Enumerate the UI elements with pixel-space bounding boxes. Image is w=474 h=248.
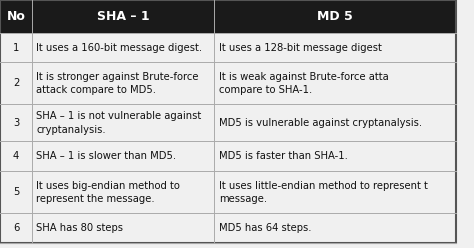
Text: It uses a 128-bit message digest: It uses a 128-bit message digest [219, 43, 382, 53]
Bar [0, 104, 456, 141]
Text: 1: 1 [13, 43, 19, 53]
Bar [0, 0, 456, 33]
Text: MD5 is vulnerable against cryptanalysis.: MD5 is vulnerable against cryptanalysis. [219, 118, 422, 128]
Text: MD5 is faster than SHA-1.: MD5 is faster than SHA-1. [219, 151, 348, 161]
Text: It uses big-endian method to
represent the message.: It uses big-endian method to represent t… [36, 181, 181, 204]
Text: 2: 2 [13, 78, 19, 89]
Text: 3: 3 [13, 118, 19, 128]
Text: SHA has 80 steps: SHA has 80 steps [36, 223, 124, 233]
Text: MD 5: MD 5 [318, 10, 353, 23]
Text: It uses little-endian method to represent t
message.: It uses little-endian method to represen… [219, 181, 428, 204]
Text: 4: 4 [13, 151, 19, 161]
Text: SHA – 1 is slower than MD5.: SHA – 1 is slower than MD5. [36, 151, 177, 161]
Text: MD5 has 64 steps.: MD5 has 64 steps. [219, 223, 311, 233]
Text: It is weak against Brute-force atta
compare to SHA-1.: It is weak against Brute-force atta comp… [219, 72, 389, 95]
Text: SHA – 1: SHA – 1 [97, 10, 149, 23]
Text: 6: 6 [13, 223, 19, 233]
Text: SHA – 1 is not vulnerable against
cryptanalysis.: SHA – 1 is not vulnerable against crypta… [36, 111, 202, 134]
Text: It is stronger against Brute-force
attack compare to MD5.: It is stronger against Brute-force attac… [36, 72, 199, 95]
Text: It uses a 160-bit message digest.: It uses a 160-bit message digest. [36, 43, 202, 53]
Bar [0, 171, 456, 213]
Text: 5: 5 [13, 187, 19, 197]
Text: No: No [7, 10, 26, 23]
Bar [0, 141, 456, 171]
Bar [0, 62, 456, 104]
Bar [0, 213, 456, 243]
Bar [0, 33, 456, 62]
